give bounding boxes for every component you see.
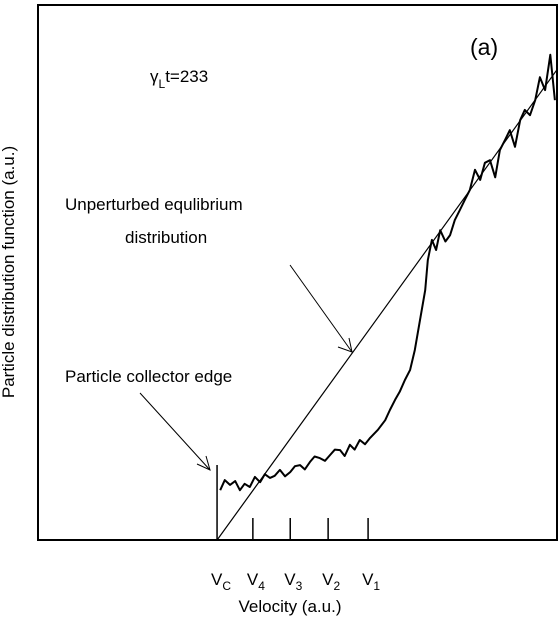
x-tick-main: V [247,570,259,589]
x-axis-label: Velocity (a.u.) [239,597,342,616]
time-subscript: L [159,77,166,91]
arrow [289,264,353,353]
time-text: t=233 [165,67,208,86]
x-tick-sub: C [222,579,231,593]
annotation: Unperturbed equlibrium [65,195,243,214]
line [216,69,558,541]
x-tick-label: V4 [247,570,265,593]
panel-label: (a) [470,34,498,60]
annotation: distribution [125,228,207,247]
arrows [139,264,353,471]
arrow-head [337,337,353,353]
arrow-head [196,455,211,471]
x-tick-sub: 2 [333,579,340,593]
time-label: γLt=233 [150,67,208,91]
x-tick-main: V [362,570,374,589]
x-tick-main: V [211,570,223,589]
y-axis-label: Particle distribution function (a.u.) [0,146,18,398]
x-tick-main: V [322,570,334,589]
time-symbol: γ [150,67,159,86]
annotation: Particle collector edge [65,367,232,386]
x-tick-sub: 3 [296,579,303,593]
arrow [139,392,211,471]
x-tick-sub: 1 [373,579,380,593]
x-tick-label: V1 [362,570,380,593]
x-tick-label: V3 [284,570,302,593]
x-tick-label: VC [211,570,231,593]
x-tick-sub: 4 [258,579,265,593]
plot-frame [37,4,558,541]
x-tick-label: V2 [322,570,340,593]
x-tick-main: V [284,570,296,589]
line [219,53,556,492]
